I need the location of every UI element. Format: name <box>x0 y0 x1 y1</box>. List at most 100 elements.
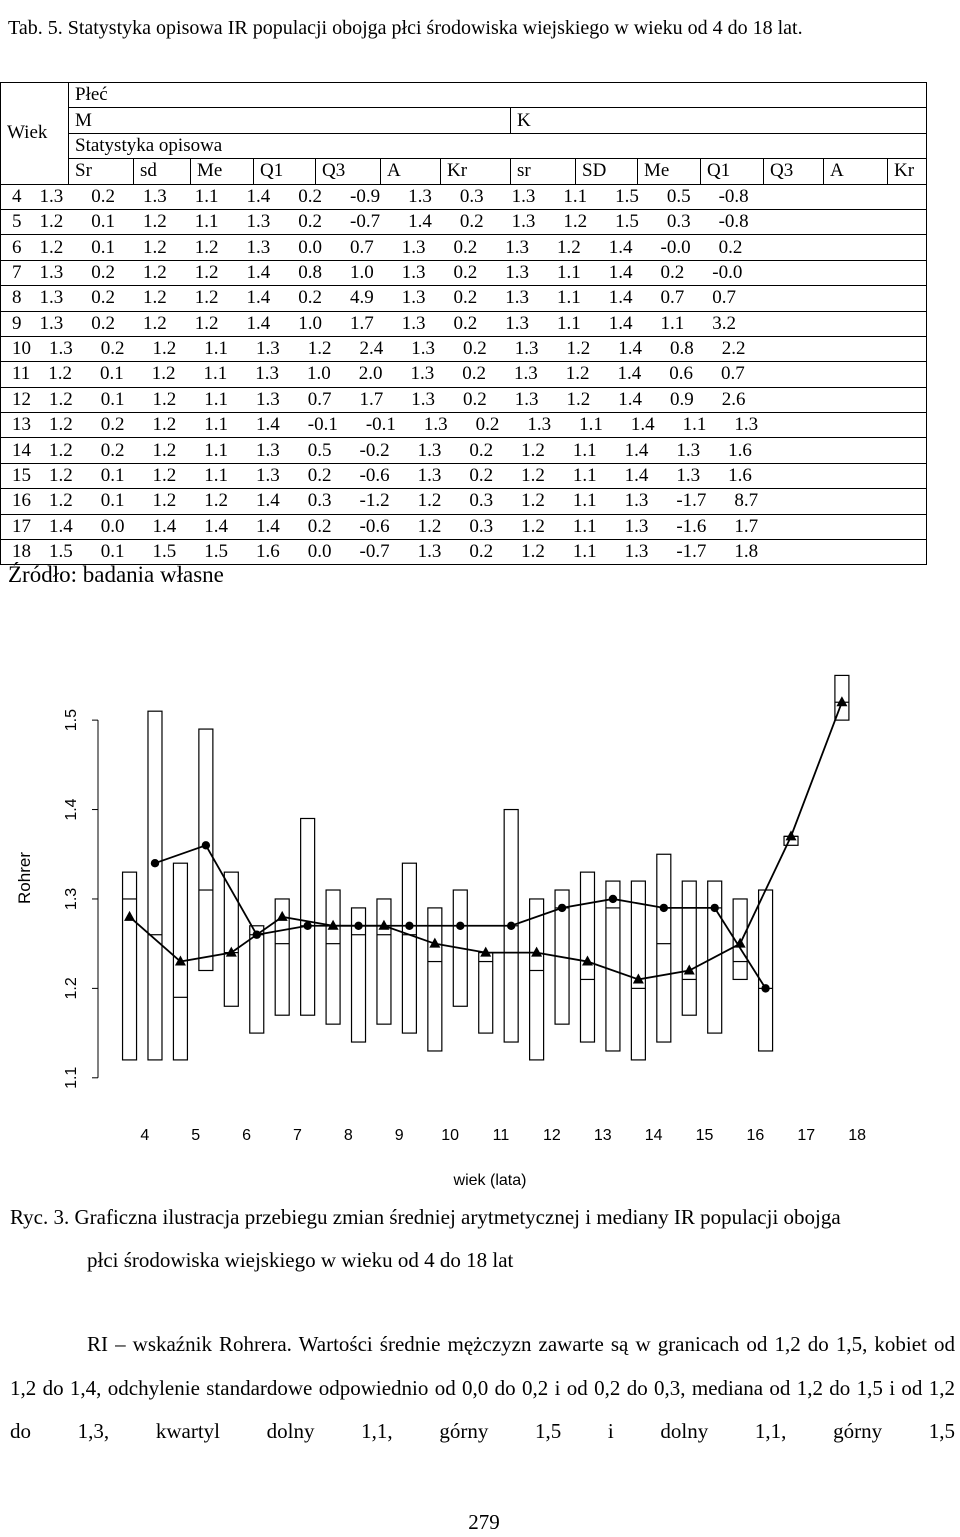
value-cell: 1.2 <box>307 338 332 360</box>
value-cell: -0.6 <box>359 515 390 537</box>
data-row: 10 1.3 0.2 1.2 1.1 1.3 1.2 2.4 1.3 0.2 1.3 1.2 1.4 0.… <box>0 335 928 363</box>
data-row: 17 1.4 0.0 1.4 1.4 1.4 0.2 -0.6 1.2 0.3 1.2 1.1 1.3 -… <box>0 513 928 541</box>
value-cell: -0.9 <box>350 185 381 207</box>
value-cell: 1.1 <box>572 490 597 512</box>
marker <box>150 858 160 868</box>
marker <box>557 903 567 913</box>
value-cell: 1.2 <box>521 490 545 512</box>
value-cell: 1.3 <box>514 363 538 385</box>
value-cell: 1.3 <box>676 439 701 461</box>
column-header: Kr <box>440 158 511 185</box>
marker <box>174 955 186 966</box>
value-cell: 0.2 <box>459 211 484 233</box>
marker <box>456 921 465 930</box>
value-cell: 1.8 <box>734 541 759 563</box>
chart: 1.1 1.2 1.3 1.4 1.5 Rohrer 4 5 6 7 8 9 10 11 12 13 14 15 1… <box>15 674 866 1189</box>
value-cell: 0.7 <box>660 287 685 309</box>
row-content: 11 1.2 0.1 1.2 1.1 1.3 1.0 2.0 1.3 0.2 1.3 1.2 1.4 0.… <box>12 363 926 385</box>
value-cell: 1.4 <box>246 287 271 309</box>
marker <box>761 984 770 993</box>
box <box>300 817 316 1016</box>
value-cell: 1.7 <box>359 388 384 410</box>
box <box>325 889 341 1025</box>
value-cell: 0.1 <box>91 211 115 233</box>
data-cell: 13 1.2 0.2 1.2 1.1 1.4 -0.1 -0.1 1.3 0.2 1.3 1.1 1.4… <box>0 412 928 439</box>
value-cell: 1.2 <box>194 312 219 334</box>
value-cell: 1.2 <box>417 515 442 537</box>
column-header: Kr <box>886 158 928 185</box>
value-cell: 0.8 <box>298 261 322 283</box>
value-cell: 1.4 <box>246 185 271 207</box>
table-caption: Tab. 5. Statystyka opisowa IR populacji … <box>8 17 803 39</box>
value-cell: 1.4 <box>49 515 73 537</box>
data-row: 4 1.3 0.2 1.3 1.1 1.4 0.2 -0.9 1.3 0.3 1.3 1.1 1.5 0.… <box>0 183 928 210</box>
header-cell: Statystyka opisowa <box>67 132 928 160</box>
value-cell: -0.1 <box>307 414 338 436</box>
data-row: 9 1.3 0.2 1.2 1.2 1.4 1.0 1.7 1.3 0.2 1.3 1.1 1.4 1.1… <box>0 310 928 337</box>
figure-caption: Ryc. 3. Graficzna ilustracja przebiegu z… <box>10 1205 841 1272</box>
value-cell: 1.2 <box>39 236 64 258</box>
value-cell: 0.9 <box>670 388 694 410</box>
value-cell: 0.2 <box>462 363 487 385</box>
column-header: A <box>823 158 888 185</box>
value-cell: 1.2 <box>48 363 73 385</box>
data-row: 18 1.5 0.1 1.5 1.5 1.6 0.0 -0.7 1.3 0.2 1.2 1.1 1.3 -… <box>0 539 928 566</box>
value-cell: 1.2 <box>566 338 591 360</box>
value-cell: 1.1 <box>204 439 228 461</box>
value-cell: 1.3 <box>246 236 271 258</box>
data-cell: 10 1.3 0.2 1.2 1.1 1.3 1.2 2.4 1.3 0.2 1.3 1.2 1.4 0.… <box>0 335 928 363</box>
box <box>350 907 367 1043</box>
data-cell: 9 1.3 0.2 1.2 1.2 1.4 1.0 1.7 1.3 0.2 1.3 1.1 1.4 1.1… <box>0 310 928 337</box>
value-cell: 1.3 <box>143 185 167 207</box>
value-cell: 1.3 <box>401 287 426 309</box>
value-cell: 1.4 <box>624 465 649 487</box>
value-cell: 1.3 <box>417 465 442 487</box>
value-cell: 1.2 <box>143 236 167 258</box>
box <box>376 898 392 1025</box>
marker <box>252 930 261 939</box>
row-content: 17 1.4 0.0 1.4 1.4 1.4 0.2 -0.6 1.2 0.3 1.2 1.1 1.3 -… <box>12 516 926 538</box>
value-cell: 1.1 <box>557 261 581 283</box>
value-cell: 0.2 <box>307 465 332 487</box>
age-cell: 13 <box>12 414 31 436</box>
data-row: 16 1.2 0.1 1.2 1.2 1.4 0.3 -1.2 1.2 0.3 1.2 1.1 1.3 -… <box>0 488 928 515</box>
data-cell: 14 1.2 0.2 1.2 1.1 1.3 0.5 -0.2 1.3 0.2 1.2 1.1 1.4 1… <box>0 437 928 464</box>
marker <box>124 910 136 921</box>
header-cell: M <box>68 107 511 134</box>
data-row: 5 1.2 0.1 1.2 1.1 1.3 0.2 -0.7 1.4 0.2 1.3 1.2 1.5 0.… <box>0 208 928 236</box>
x-tick-label: 10 <box>441 1127 459 1144</box>
value-cell: -0.0 <box>660 236 691 258</box>
data-row: 8 1.3 0.2 1.2 1.2 1.4 0.2 4.9 1.3 0.2 1.3 1.1 1.4 0.7… <box>0 285 928 312</box>
value-cell: 0.8 <box>670 338 694 360</box>
value-cell: 0.5 <box>666 185 691 207</box>
value-cell: 1.2 <box>521 465 545 487</box>
value-cell: 1.4 <box>618 388 642 410</box>
value-cell: 1.2 <box>417 490 442 512</box>
value-cell: 1.5 <box>615 185 639 207</box>
value-cell: 1.7 <box>734 515 759 537</box>
value-cell: 0.0 <box>307 541 332 563</box>
table-body: Wiek Płeć M K Statystyka opisowa Sr sd Me Q… <box>0 81 928 566</box>
box <box>656 853 672 1043</box>
value-cell: 1.3 <box>256 338 280 360</box>
value-cell: 1.3 <box>514 338 539 360</box>
marker <box>836 696 848 707</box>
x-tick-label: 7 <box>293 1127 302 1144</box>
header-row: M K <box>1 107 928 134</box>
data-row: 15 1.2 0.1 1.2 1.1 1.3 0.2 -0.6 1.3 0.2 1.2 1.1 1.4 1… <box>0 462 928 490</box>
paragraph: RI – wskaźnik Rohrera. Wartości średnie … <box>10 1332 955 1443</box>
value-cell: 1.2 <box>521 541 545 563</box>
box <box>630 880 646 1061</box>
value-cell: 1.4 <box>256 490 280 512</box>
value-cell: 1.4 <box>152 515 177 537</box>
value-cell: -0.2 <box>359 439 390 461</box>
value-cell: 1.4 <box>618 338 642 360</box>
value-cell: 1.2 <box>557 236 581 258</box>
y-axis-label: Rohrer <box>15 852 34 904</box>
value-cell: 1.3 <box>624 541 649 563</box>
value-cell: 1.6 <box>728 439 752 461</box>
marker <box>785 830 797 841</box>
value-cell: 1.6 <box>256 541 280 563</box>
data-cell: 4 1.3 0.2 1.3 1.1 1.4 0.2 -0.9 1.3 0.3 1.3 1.1 1.5 0.… <box>0 183 928 210</box>
value-cell: 1.4 <box>256 414 280 436</box>
